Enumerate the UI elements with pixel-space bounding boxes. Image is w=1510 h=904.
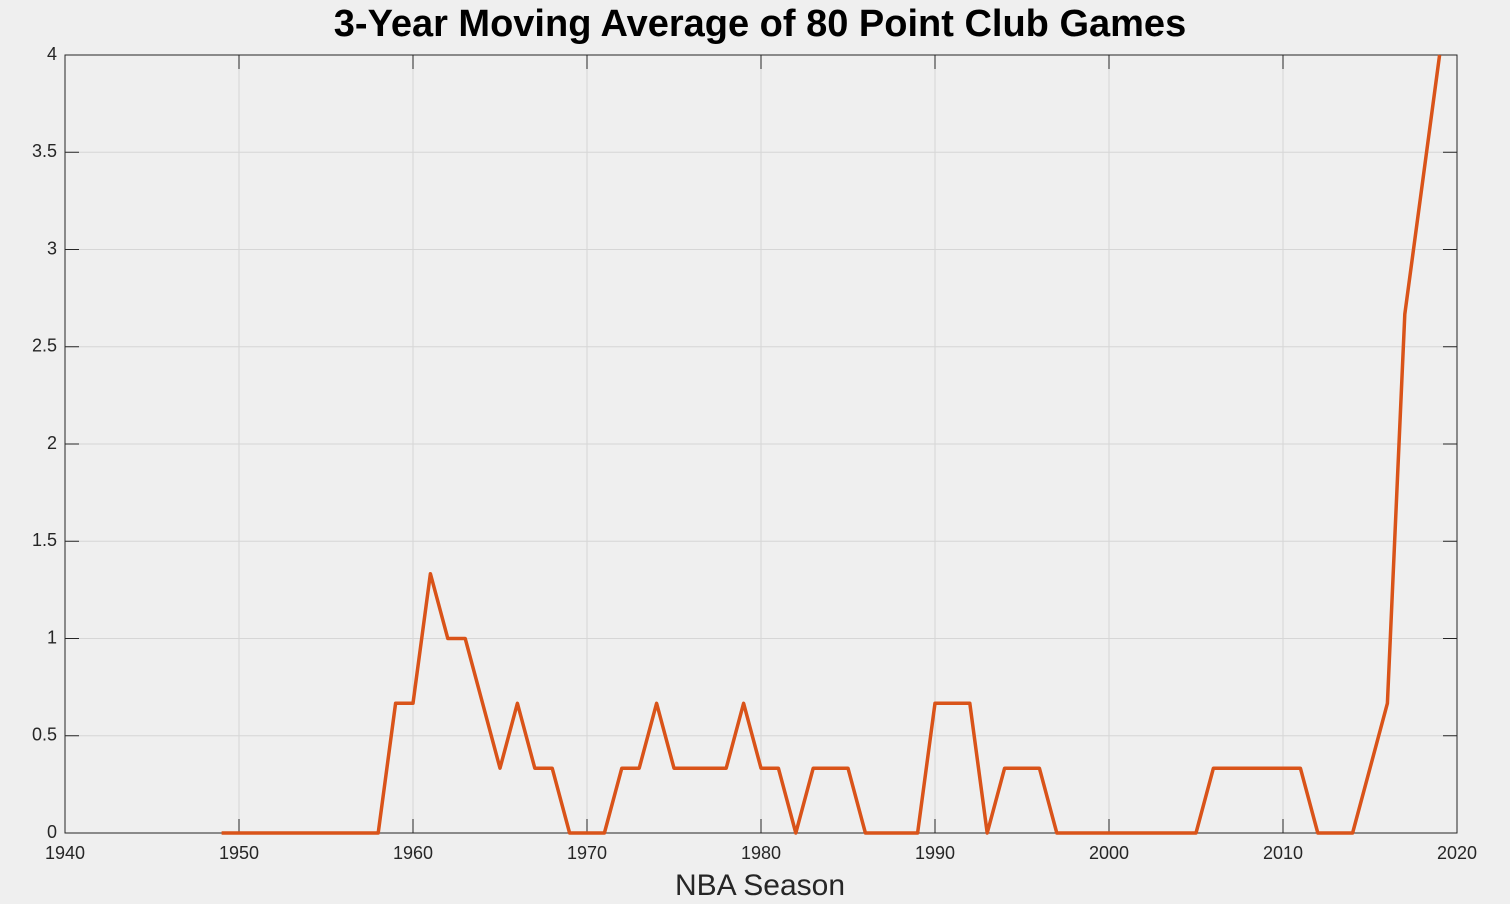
x-tick-label: 2010 <box>1263 843 1303 863</box>
y-tick-label: 0.5 <box>32 725 57 745</box>
chart-title: 3-Year Moving Average of 80 Point Club G… <box>334 3 1186 45</box>
x-tick-label: 2000 <box>1089 843 1129 863</box>
data-line <box>221 54 1442 835</box>
y-tick-label: 1 <box>47 627 57 647</box>
x-tick-label: 1980 <box>741 843 781 863</box>
x-tick-label: 1950 <box>219 843 259 863</box>
x-tick-label: 1990 <box>915 843 955 863</box>
y-tick-label: 2.5 <box>32 336 57 356</box>
y-tick-label: 3.5 <box>32 141 57 161</box>
x-tick-label: 1960 <box>393 843 433 863</box>
y-tick-label: 0 <box>47 822 57 842</box>
plot-frame <box>64 54 1458 834</box>
x-tick-label: 1970 <box>567 843 607 863</box>
y-tick-label: 1.5 <box>32 530 57 550</box>
x-axis-label: NBA Season <box>675 869 845 902</box>
y-tick-label: 2 <box>47 433 57 453</box>
y-tick-label: 4 <box>47 44 57 64</box>
x-tick-label: 1940 <box>45 843 85 863</box>
x-tick-label: 2020 <box>1437 843 1477 863</box>
y-tick-label: 3 <box>47 238 57 258</box>
